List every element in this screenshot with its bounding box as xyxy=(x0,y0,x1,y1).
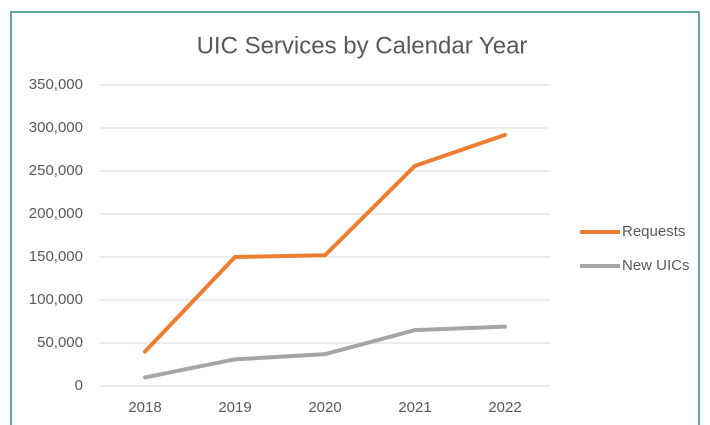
y-tick-label: 100,000 xyxy=(29,291,83,308)
x-tick-label: 2020 xyxy=(308,399,341,416)
legend-label: New UICs xyxy=(622,257,690,274)
y-tick-label: 50,000 xyxy=(37,334,83,351)
y-tick-label: 350,000 xyxy=(29,76,83,93)
x-tick-label: 2022 xyxy=(488,399,521,416)
y-tick-label: 200,000 xyxy=(29,205,83,222)
x-tick-label: 2018 xyxy=(128,399,161,416)
x-tick-label: 2021 xyxy=(398,399,431,416)
legend-label: Requests xyxy=(622,223,685,240)
series-line xyxy=(143,132,507,354)
y-tick-label: 300,000 xyxy=(29,119,83,136)
y-tick-label: 250,000 xyxy=(29,162,83,179)
y-tick-label: 0 xyxy=(75,377,83,394)
series-line xyxy=(143,324,507,380)
frame xyxy=(10,11,700,425)
y-tick-label: 150,000 xyxy=(29,248,83,265)
x-tick-label: 2019 xyxy=(218,399,251,416)
chart-title: UIC Services by Calendar Year xyxy=(197,32,528,59)
